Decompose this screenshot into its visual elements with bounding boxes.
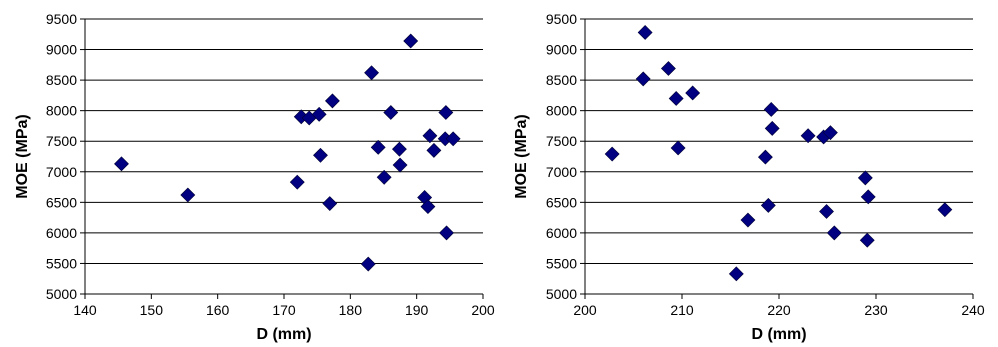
x-tick-label: 230: [864, 302, 888, 318]
data-point: [438, 105, 454, 120]
y-tick-label: 7500: [546, 133, 577, 149]
x-tick-label: 200: [573, 302, 597, 318]
y-tick-label: 9000: [546, 42, 577, 58]
y-tick-label: 5000: [46, 286, 77, 302]
y-tick-label: 8500: [546, 72, 577, 88]
y-tick-label: 5000: [546, 286, 577, 302]
data-point: [324, 93, 340, 109]
x-tick-label: 140: [73, 302, 97, 318]
y-tick-label: 9500: [46, 11, 77, 27]
data-point: [403, 33, 419, 49]
data-point: [760, 197, 776, 213]
y-tick-label: 5500: [546, 255, 577, 271]
y-tick-label: 9500: [546, 11, 577, 27]
data-point: [422, 128, 438, 144]
data-point: [360, 256, 376, 272]
x-tick-label: 180: [339, 302, 363, 318]
y-tick-label: 8000: [546, 103, 577, 119]
data-point: [439, 225, 454, 241]
x-tick-label: 220: [767, 302, 791, 318]
data-point: [376, 169, 392, 185]
x-tick-label: 210: [670, 302, 694, 318]
y-tick-label: 6500: [46, 194, 77, 210]
data-point: [764, 120, 780, 136]
data-point: [322, 196, 338, 211]
x-tick-label: 200: [471, 302, 495, 318]
y-axis-title: MOE (MPa): [513, 114, 530, 198]
y-tick-label: 7500: [46, 133, 77, 149]
y-tick-label: 7000: [46, 164, 77, 180]
data-point: [826, 225, 842, 241]
data-point: [660, 61, 676, 76]
data-point: [420, 199, 436, 215]
data-point: [370, 139, 386, 155]
data-point: [763, 102, 779, 117]
y-tick-label: 7000: [546, 164, 577, 180]
data-point: [604, 146, 620, 162]
data-point: [937, 202, 953, 218]
data-point: [180, 187, 196, 203]
x-tick-label: 160: [206, 302, 230, 318]
y-tick-label: 6500: [546, 194, 577, 210]
data-point: [426, 142, 442, 158]
data-point: [637, 25, 653, 40]
data-point: [728, 266, 744, 282]
data-point: [311, 106, 327, 122]
chart-left: 5000 5500 6000 6500 7000 7500 8000 8500 9000 9500…: [14, 11, 495, 343]
x-axis-title: D (mm): [256, 326, 311, 343]
y-tick-label: 6000: [546, 225, 577, 241]
chart-right: 5000 5500 6000 6500 7000 7500 8000 8500 9000 9500…: [513, 11, 985, 343]
data-point: [800, 128, 816, 144]
data-point: [670, 140, 686, 156]
data-point: [313, 147, 328, 163]
x-axis-title: D (mm): [751, 326, 806, 343]
data-point: [383, 105, 399, 120]
x-tick-label: 190: [405, 302, 429, 318]
data-point: [391, 141, 407, 157]
y-tick-label: 5500: [46, 255, 77, 271]
data-point: [685, 85, 701, 101]
y-tick-label: 8500: [46, 72, 77, 88]
y-tick-label: 6000: [46, 225, 77, 241]
data-point: [819, 204, 834, 219]
data-point: [289, 174, 305, 190]
data-point: [635, 71, 651, 87]
y-tick-label: 8000: [46, 103, 77, 119]
data-point: [822, 125, 838, 141]
data-point: [757, 149, 773, 165]
data-point: [668, 91, 684, 106]
data-point: [860, 189, 876, 205]
data-point: [392, 157, 408, 173]
x-tick-label: 240: [961, 302, 985, 318]
x-tick-label: 170: [272, 302, 296, 318]
data-point: [445, 131, 461, 147]
y-tick-label: 9000: [46, 42, 77, 58]
data-point: [857, 170, 873, 186]
data-point: [859, 232, 875, 248]
data-point: [114, 156, 129, 172]
data-point: [740, 212, 756, 228]
data-point: [364, 65, 379, 81]
y-axis-title: MOE (MPa): [14, 114, 31, 198]
x-tick-label: 150: [140, 302, 164, 318]
